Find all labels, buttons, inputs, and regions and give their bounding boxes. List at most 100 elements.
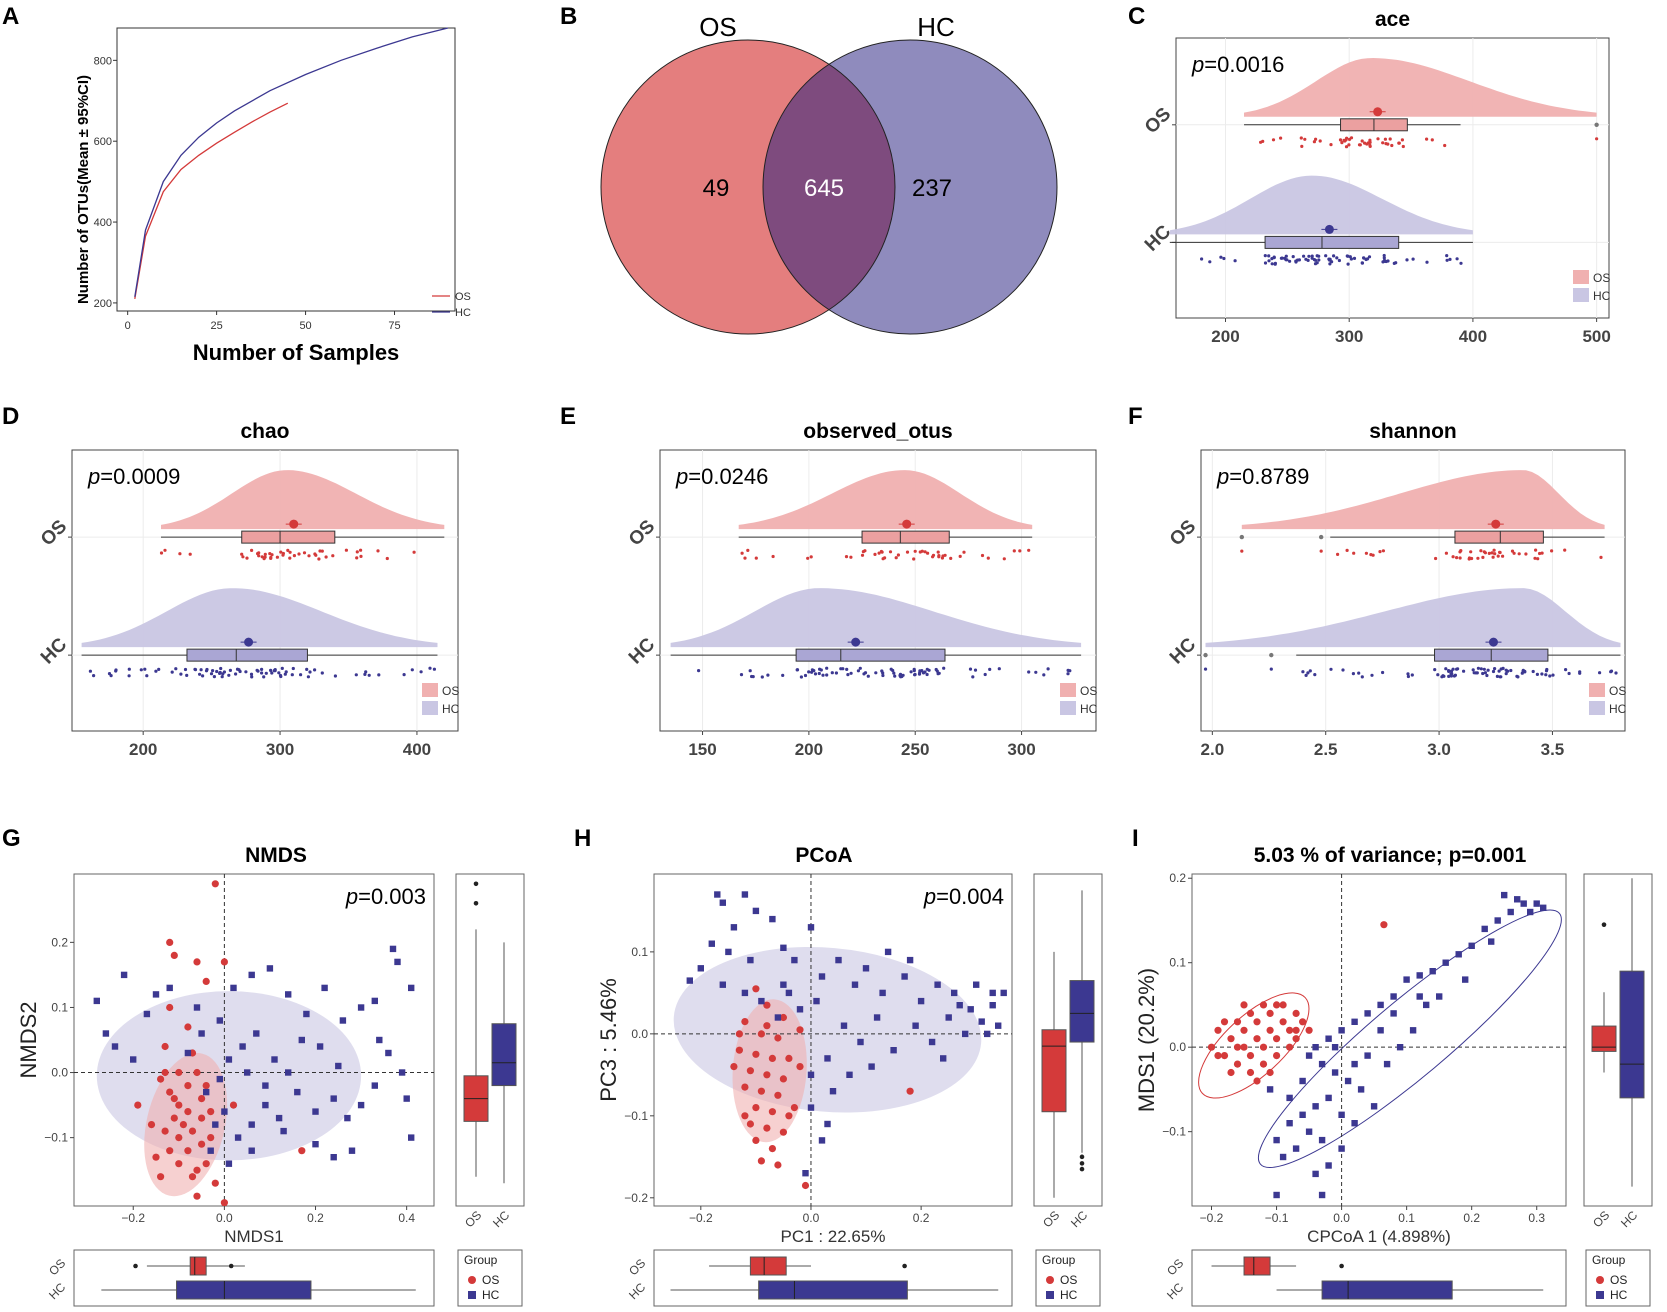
plot-area [74,874,434,1206]
data-point-hc [225,1056,233,1063]
data-point-hc [1351,1120,1358,1127]
x-tick-label: 50 [299,320,311,332]
data-point-os [779,1075,788,1083]
raw-point-hc [917,672,922,676]
data-point-hc [198,1030,205,1037]
legend-swatch [1046,1276,1054,1284]
raw-point-os [1533,556,1537,560]
right-box-outlier [1079,1154,1085,1160]
raw-point-hc [1332,254,1336,258]
raw-point-hc [432,667,436,671]
raw-point-os [905,550,910,554]
raw-point-os [245,556,249,560]
raw-point-hc [1310,254,1314,258]
raw-point-os [861,550,866,554]
raw-point-hc [364,670,368,674]
bottom-box-os [189,1256,207,1276]
data-point-os [1279,1018,1287,1026]
data-point-hc [216,1075,223,1083]
data-point-os [1240,1043,1248,1051]
data-point-os [735,1046,744,1054]
raw-point-hc [1310,256,1314,260]
data-point-hc [1507,908,1514,916]
raw-point-os [931,555,935,559]
raw-point-os [986,556,990,560]
ellipse-os [732,999,807,1143]
raw-point-hc [862,672,866,676]
x-tick-label: 3.5 [1541,740,1565,759]
data-point-os [166,1147,174,1155]
panel-label: A [2,3,19,30]
right-box-label: OS [1040,1208,1062,1230]
raw-point-hc [849,671,853,675]
mean-point-os [1491,519,1501,529]
legend-swatch [422,683,438,697]
raw-point-hc [1346,262,1350,266]
data-point-hc [102,1030,110,1037]
data-point-hc [1364,1010,1371,1017]
raw-point-os [1482,550,1486,554]
raw-point-hc [918,669,922,673]
data-point-hc [143,1010,151,1018]
box-os [1454,530,1544,544]
raw-point-hc [1273,262,1277,266]
raw-point-hc [290,673,294,677]
raw-point-hc [367,673,371,677]
data-point-hc [945,1014,952,1021]
data-point-hc [818,973,826,980]
x-axis-label: Number of Samples [193,340,400,365]
density-hc [670,588,1082,648]
raw-point-hc [1324,254,1328,258]
right-box-hc [491,1023,517,1087]
raw-point-os [877,551,881,555]
data-point-hc [967,1006,974,1013]
p-number: =0.0009 [100,464,180,489]
data-point-hc [1462,976,1469,983]
raw-point-os [849,555,853,559]
data-point-hc [1436,993,1443,1000]
raw-point-os [1378,550,1382,554]
data-point-hc [1331,1044,1339,1051]
x-tick-label: 0.0 [803,1211,820,1225]
raw-point-hc [1564,668,1568,672]
box-os [861,530,950,544]
legend-label: HC [482,1288,500,1302]
data-point-hc [230,984,237,992]
data-point-hc [244,1069,251,1076]
raw-point-hc [204,669,209,673]
data-point-hc [1351,1060,1358,1068]
raw-point-hc [1462,669,1466,673]
data-point-hc [1514,896,1521,903]
raw-point-os [292,554,296,558]
data-point-hc [1442,959,1449,966]
raw-point-hc [1425,260,1429,264]
y-tick-label: HC [625,634,659,668]
panel-label: F [1128,403,1143,430]
raw-point-os [1312,140,1316,144]
raw-point-os [844,555,849,559]
raw-point-hc [846,673,850,677]
x-tick-label: 300 [1335,327,1363,346]
p-value: p=0.003 [345,884,426,909]
raw-point-hc [127,667,131,671]
raw-point-os [1481,555,1485,560]
raw-point-os [314,553,318,557]
raw-point-hc [1263,254,1267,258]
data-point-hc [1286,1094,1293,1102]
raw-point-os [771,554,775,559]
raw-point-hc [1263,261,1268,265]
raw-point-hc [109,674,113,678]
raw-point-os [1430,138,1434,142]
data-point-os [1253,1035,1261,1043]
raw-point-os [1363,141,1367,145]
legend-title: Group [464,1253,498,1267]
venn-count-hc-only: 237 [912,175,952,202]
right-box-hc [1069,980,1095,1043]
y-tick-label: 0.1 [51,1000,68,1014]
raw-point-hc [308,670,312,674]
data-point-os [188,1127,197,1135]
p-symbol: p [675,464,688,489]
bottom-box-hc [176,1280,312,1300]
data-point-hc [262,1101,269,1109]
raw-point-hc [1291,255,1295,259]
